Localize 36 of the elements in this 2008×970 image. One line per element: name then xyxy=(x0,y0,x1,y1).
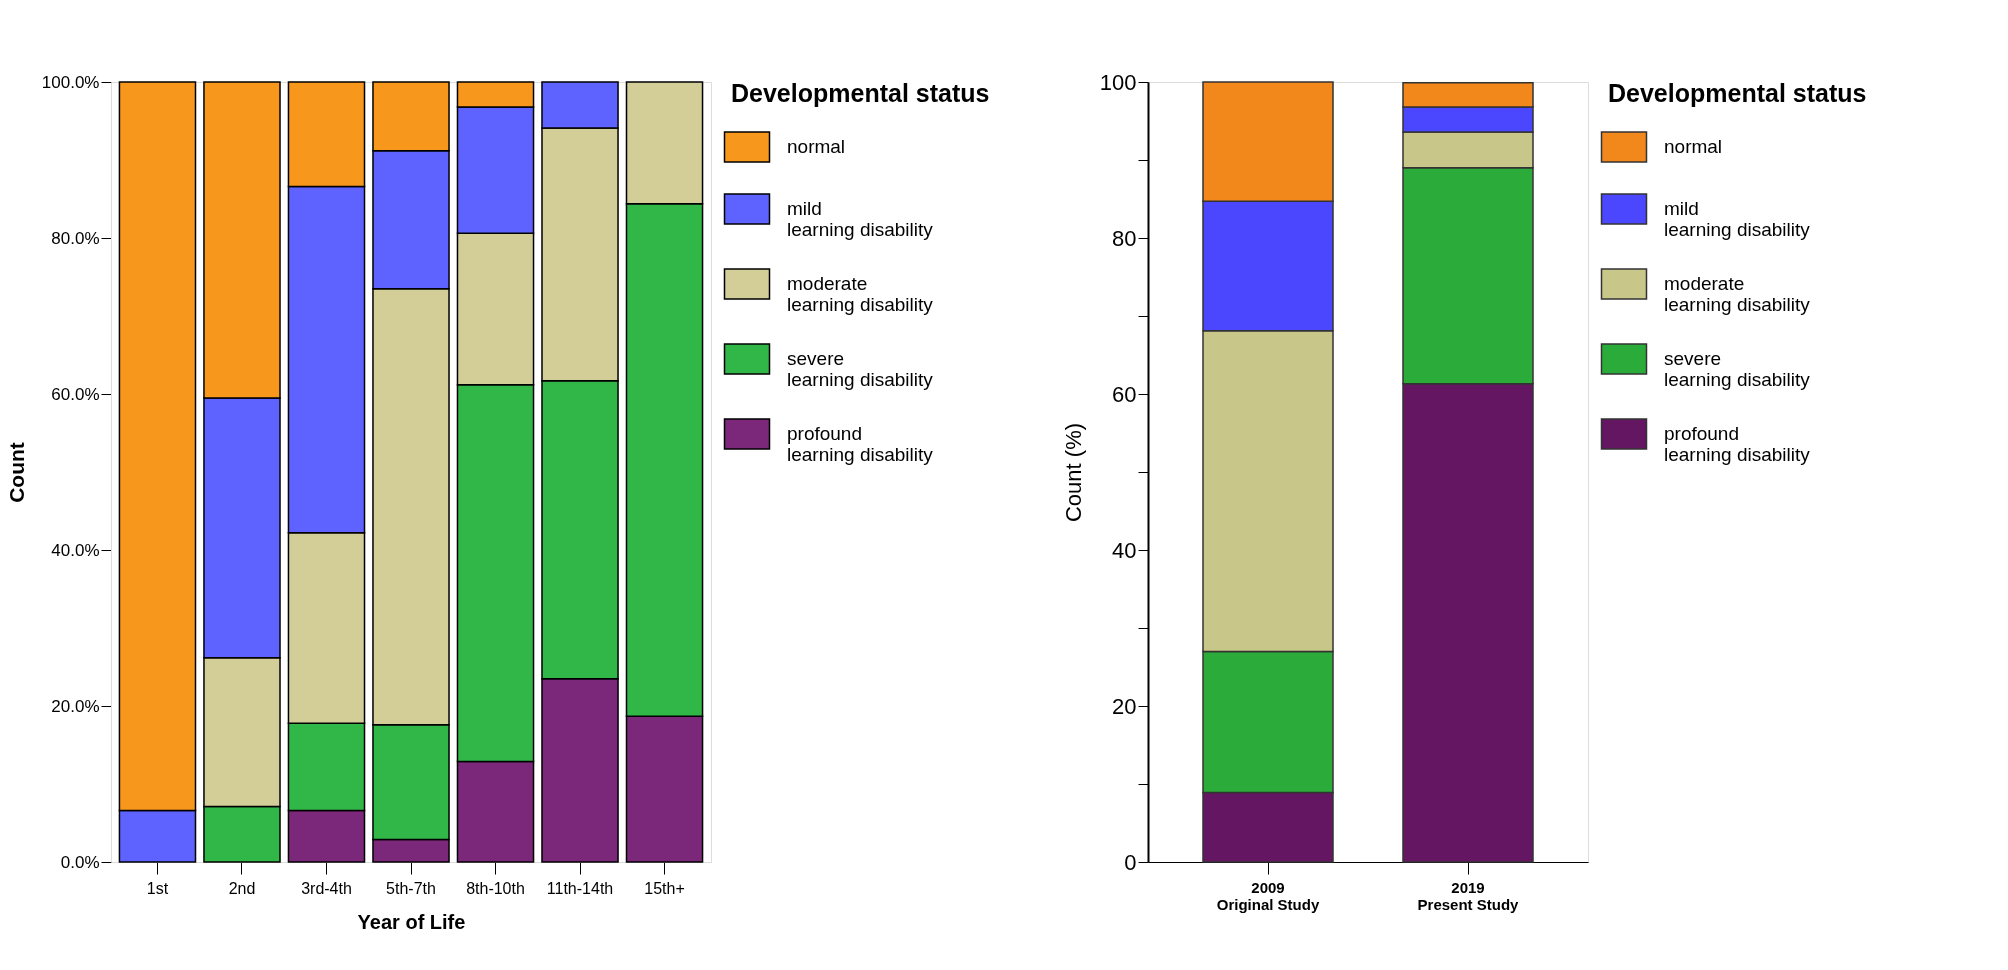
legend-title: Developmental status xyxy=(731,79,990,107)
legend-label: profound learning disability xyxy=(787,423,934,465)
y-tick-label: 0 xyxy=(1124,849,1137,875)
y-axis-title: Count xyxy=(4,442,28,503)
legend-label: mild learning disability xyxy=(787,198,934,240)
y-tick-label: 20.0% xyxy=(51,696,100,716)
legend-label: moderate learning disability xyxy=(787,273,934,315)
x-tick-label: 11th-14th xyxy=(546,879,614,897)
legend-label: severe learning disability xyxy=(787,348,934,390)
y-tick-label: 40.0% xyxy=(51,540,100,560)
legend-label: moderate learning disability xyxy=(1664,273,1811,315)
legend-title: Developmental status xyxy=(1608,79,1867,107)
x-axis-title: Year of Life xyxy=(357,910,466,933)
x-tick-label: 2019 Present Study xyxy=(1417,878,1520,913)
x-tick-label: 1st xyxy=(146,879,169,897)
y-tick-label: 20 xyxy=(1112,693,1137,719)
y-tick-label: 40 xyxy=(1112,537,1137,563)
x-tick-label: 8th-10th xyxy=(466,879,525,897)
y-axis-title: Count (%) xyxy=(1060,422,1086,523)
legend-label: severe learning disability xyxy=(1664,348,1811,390)
legend-label: profound learning disability xyxy=(1664,423,1811,465)
x-tick-label: 2nd xyxy=(228,879,256,897)
y-tick-label: 80 xyxy=(1112,225,1137,251)
legend-label: mild learning disability xyxy=(1664,198,1811,240)
legend-label: normal xyxy=(787,136,846,157)
y-tick-label: 60 xyxy=(1112,381,1137,407)
y-tick-label: 100 xyxy=(1099,69,1137,95)
y-tick-label: 80.0% xyxy=(51,228,100,248)
x-tick-label: 15th+ xyxy=(644,879,685,897)
y-tick-label: 60.0% xyxy=(51,384,100,404)
x-tick-label: 5th-7th xyxy=(386,879,436,897)
y-tick-label: 0.0% xyxy=(60,852,100,872)
x-tick-label: 3rd-4th xyxy=(301,879,352,897)
y-tick-label: 100.0% xyxy=(41,72,100,92)
legend-label: normal xyxy=(1664,136,1723,157)
x-tick-label: 2009 Original Study xyxy=(1216,878,1320,913)
